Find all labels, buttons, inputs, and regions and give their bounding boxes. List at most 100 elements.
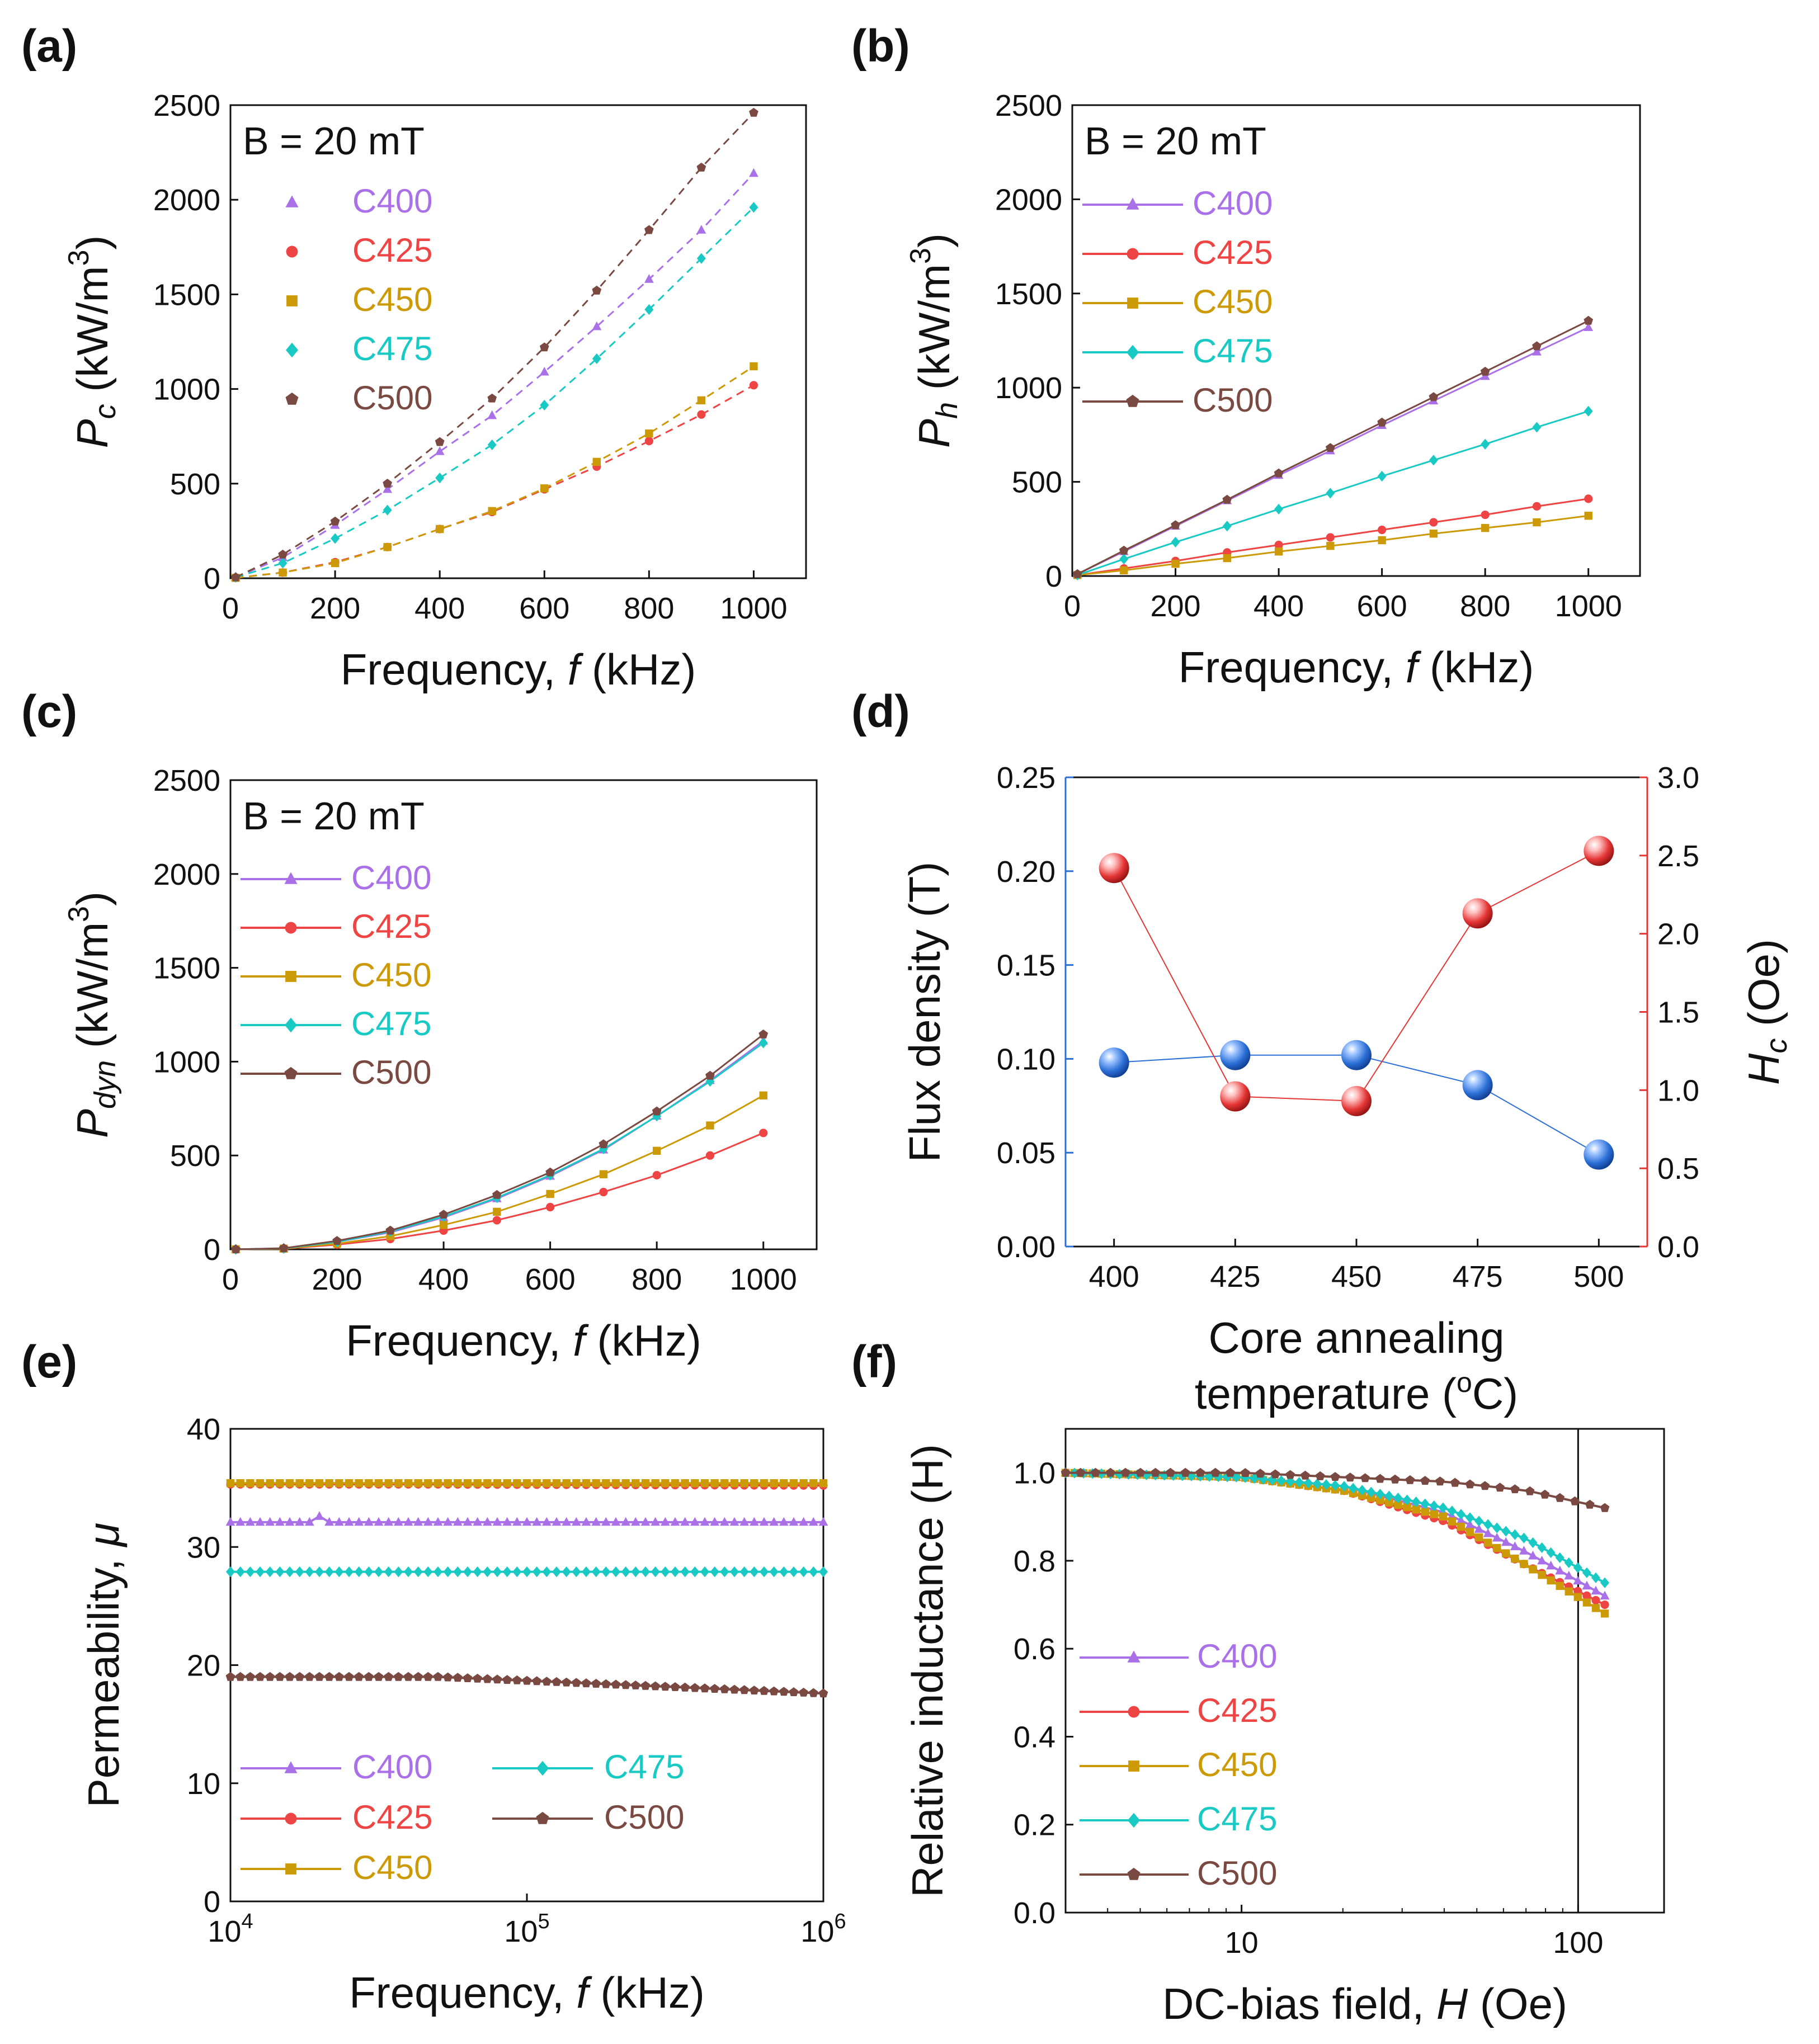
label-part: H [1436,1979,1468,2028]
data-point [255,1517,265,1526]
data-point [690,1517,700,1526]
data-point [1584,835,1614,866]
legend-item-C425: C425 [1082,234,1273,271]
data-point [493,1479,502,1488]
data-point [661,1682,670,1691]
y-tick-label: 0.20 [997,855,1055,889]
data-point [720,1479,729,1488]
data-point [799,1687,808,1697]
data-point [631,1680,640,1689]
data-point [404,1479,413,1488]
data-point [285,1672,295,1681]
x-tick-label: 0 [1064,589,1081,623]
data-point [779,1517,789,1526]
legend-label: C475 [1193,332,1273,370]
data-point [414,1479,422,1488]
data-point [315,1566,324,1578]
y-axis-title: Relative inductance (H) [903,1444,952,1897]
plot-frame-e [229,1428,824,1903]
x-tick-label: 600 [525,1263,576,1296]
data-point [749,168,758,177]
data-point [225,1672,235,1681]
data-point [1564,1557,1573,1568]
data-point [1481,510,1490,520]
legend-item-C400: C400 [241,1748,432,1786]
data-point [1501,1526,1511,1537]
data-point [532,1676,541,1686]
data-point [394,1566,403,1578]
legend-label: C425 [352,1798,432,1836]
data-point [314,1511,324,1520]
x-tick-label: 800 [624,592,674,625]
panel-label: (b) [851,21,910,72]
y-axis-title: Permeability, μ [79,1523,128,1807]
data-point [770,1479,778,1488]
data-point [433,1566,442,1578]
data-point [1274,468,1284,478]
data-point [355,1479,363,1488]
data-point [1378,525,1387,535]
data-point [651,1681,660,1691]
field-annotation: B = 20 mT [1085,119,1266,163]
y-tick-label: 0 [204,1233,220,1267]
plot-frame-f [1064,1428,1665,1914]
data-point [1447,1505,1457,1517]
data-point [453,1566,463,1578]
y-axis-title-right: Hc (Oe) [1739,939,1793,1085]
data-point [789,1517,799,1526]
data-point [749,202,758,213]
data-point [543,1479,551,1488]
data-point [1462,898,1493,929]
data-point [285,1566,294,1578]
label-part: 10 [208,1915,241,1948]
legend-item-C400: C400 [1080,1637,1277,1675]
data-point [601,1679,611,1688]
legend-item-C450: C450 [1080,1746,1277,1783]
data-point [621,1566,630,1578]
legend-label: C500 [604,1798,684,1836]
data-point [374,1566,383,1578]
data-point [1483,1528,1493,1537]
data-point [700,1479,709,1488]
data-point [1285,1470,1295,1479]
data-point [413,1672,423,1681]
data-point [592,285,602,295]
data-point [599,1139,609,1149]
data-point [1376,1496,1384,1504]
y-axis-title: Pc (kW/m3) [63,235,122,449]
data-point [611,1517,621,1526]
data-point [473,1517,483,1526]
legend-marker [286,295,298,306]
data-point [344,1517,354,1526]
data-point [562,1677,571,1687]
data-point [278,549,288,559]
data-point [1429,1500,1439,1512]
data-point [562,1479,571,1488]
data-point [651,1479,659,1488]
data-point [1474,1524,1484,1533]
data-point [1573,1575,1583,1585]
data-point [661,1566,670,1578]
data-point [720,1566,729,1578]
data-point [483,1566,492,1578]
series-C500 [231,1029,769,1254]
x-axis-title-line1: Core annealing [1208,1313,1504,1362]
data-point [799,1566,808,1578]
data-point [246,1566,255,1578]
legend-marker [285,392,299,405]
data-point [1390,1474,1400,1484]
y-right-tick-label: 0.5 [1657,1152,1699,1186]
data-point [1171,559,1180,568]
label-part: (kHz) [585,1316,701,1365]
data-point [696,253,706,264]
data-point [1326,488,1335,499]
data-point [1495,1483,1505,1492]
data-point [522,1479,531,1488]
data-point [1465,1519,1475,1529]
x-tick-label: 475 [1453,1260,1503,1294]
data-point [532,1479,541,1488]
series-line-C450 [235,1094,764,1250]
data-point [246,1672,255,1681]
